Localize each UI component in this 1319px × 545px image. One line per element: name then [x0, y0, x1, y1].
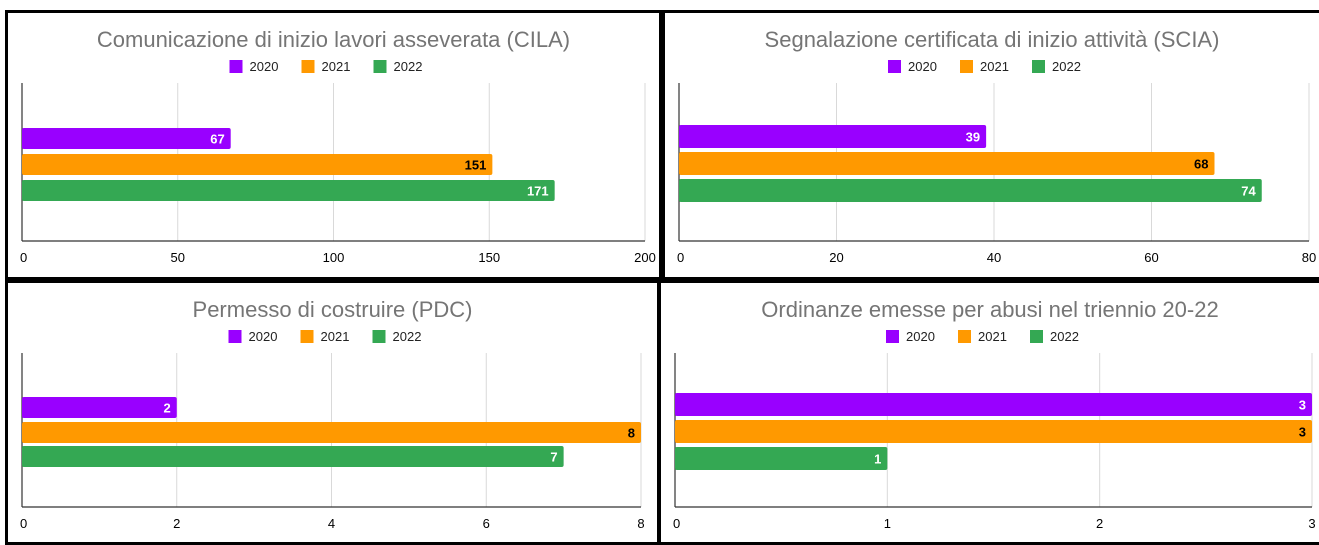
bar-2022 [22, 180, 555, 201]
chart-panel-scia: Segnalazione certificata di inizio attiv… [662, 10, 1319, 280]
x-tick-label: 4 [328, 516, 335, 531]
legend-label-2022: 2022 [394, 59, 423, 74]
legend-label-2020: 2020 [908, 59, 937, 74]
bar-2021 [679, 152, 1215, 175]
legend-label-2021: 2021 [978, 329, 1007, 344]
x-tick-label: 2 [173, 516, 180, 531]
x-tick-label: 3 [1308, 516, 1315, 531]
bar-value-label-2022: 171 [527, 184, 549, 199]
chart-svg: Segnalazione certificata di inizio attiv… [677, 27, 1316, 265]
chart-title: Segnalazione certificata di inizio attiv… [765, 27, 1220, 52]
x-tick-label: 1 [884, 516, 891, 531]
bar-value-label-2022: 7 [550, 450, 557, 465]
x-tick-label: 0 [20, 516, 27, 531]
chart-title: Permesso di costruire (PDC) [193, 297, 473, 322]
legend-label-2021: 2021 [980, 59, 1009, 74]
x-tick-label: 100 [323, 250, 345, 265]
bar-2022 [679, 179, 1262, 202]
legend-swatch-2022 [1032, 60, 1045, 73]
bar-value-label-2021: 68 [1194, 157, 1208, 172]
x-tick-label: 50 [171, 250, 185, 265]
chart-panel-ordinanze: Ordinanze emesse per abusi nel triennio … [658, 280, 1319, 545]
x-tick-label: 60 [1144, 250, 1158, 265]
bar-value-label-2021: 151 [465, 158, 487, 173]
legend-label-2020: 2020 [906, 329, 935, 344]
bar-2021 [22, 154, 493, 175]
legend-swatch-2020 [228, 330, 242, 343]
bar-value-label-2020: 67 [210, 132, 224, 147]
chart-panel-cila: Comunicazione di inizio lavori asseverat… [5, 10, 662, 280]
bar-value-label-2021: 3 [1299, 425, 1306, 440]
bar-value-label-2020: 39 [966, 130, 980, 145]
bar-value-label-2022: 74 [1241, 184, 1256, 199]
legend-label-2021: 2021 [322, 59, 351, 74]
bar-2020 [679, 125, 987, 148]
bar-value-label-2021: 8 [628, 426, 635, 441]
x-tick-label: 20 [829, 250, 843, 265]
x-tick-label: 0 [673, 516, 680, 531]
legend-swatch-2021 [960, 60, 973, 73]
legend-swatch-2022 [1030, 330, 1043, 343]
bar-value-label-2022: 1 [874, 452, 881, 467]
x-tick-label: 40 [987, 250, 1001, 265]
legend-label-2022: 2022 [393, 329, 422, 344]
chart-svg: Comunicazione di inizio lavori asseverat… [20, 27, 656, 265]
legend-swatch-2020 [886, 330, 899, 343]
chart-title: Comunicazione di inizio lavori asseverat… [97, 27, 570, 52]
legend-label-2020: 2020 [249, 329, 278, 344]
chart-title: Ordinanze emesse per abusi nel triennio … [761, 297, 1218, 322]
legend-swatch-2020 [888, 60, 901, 73]
legend-swatch-2020 [229, 60, 243, 73]
x-tick-label: 200 [634, 250, 656, 265]
legend-label-2022: 2022 [1052, 59, 1081, 74]
x-tick-label: 150 [478, 250, 500, 265]
bar-value-label-2020: 2 [164, 401, 171, 416]
bar-2022 [22, 446, 564, 467]
legend-label-2021: 2021 [321, 329, 350, 344]
legend-swatch-2022 [372, 330, 386, 343]
x-tick-label: 0 [20, 250, 27, 265]
x-tick-label: 80 [1302, 250, 1316, 265]
x-tick-label: 0 [677, 250, 684, 265]
bar-2022 [675, 447, 888, 470]
legend-label-2022: 2022 [1050, 329, 1079, 344]
legend-swatch-2021 [301, 60, 315, 73]
x-tick-label: 6 [483, 516, 490, 531]
chart-svg: Ordinanze emesse per abusi nel triennio … [673, 297, 1316, 531]
legend-swatch-2021 [958, 330, 971, 343]
bar-value-label-2020: 3 [1299, 398, 1306, 413]
bar-2020 [675, 393, 1312, 416]
bar-2021 [22, 422, 641, 443]
x-tick-label: 8 [637, 516, 644, 531]
legend-label-2020: 2020 [250, 59, 279, 74]
bar-2021 [675, 420, 1312, 443]
chart-svg: Permesso di costruire (PDC)2020 2021 20220… [20, 297, 645, 531]
legend-swatch-2021 [300, 330, 314, 343]
chart-panel-pdc: Permesso di costruire (PDC) 2020 2021 2022 0… [5, 280, 660, 545]
legend-swatch-2022 [373, 60, 387, 73]
bar-2020 [22, 397, 177, 418]
bar-2020 [22, 128, 231, 149]
x-tick-label: 2 [1096, 516, 1103, 531]
